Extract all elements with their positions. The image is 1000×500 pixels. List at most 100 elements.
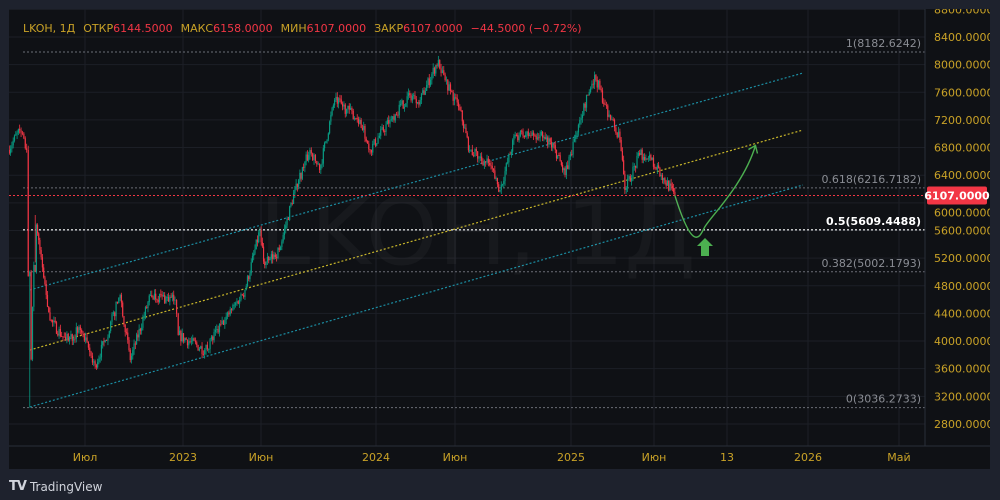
time-axis[interactable]: Июл 2023 Июн 2024 Июн 2025 Июн 13 2026 Май (9, 445, 990, 469)
candle-body (469, 149, 471, 151)
candle (372, 140, 374, 156)
candle-body (86, 337, 88, 342)
candle-body (427, 78, 429, 86)
candle-body (282, 234, 284, 242)
candle-body (264, 261, 266, 266)
candle (364, 123, 366, 143)
price-axis-background[interactable] (925, 9, 990, 469)
candle (15, 131, 17, 136)
channel-upper-line[interactable] (29, 72, 804, 291)
candle (161, 290, 163, 300)
candle (550, 137, 553, 151)
candle-body (594, 75, 596, 85)
candle (289, 205, 291, 222)
candle-body (239, 299, 241, 304)
change-value: −44.5000 (−0.72%) (470, 22, 582, 35)
candle (629, 174, 631, 182)
candle-body (571, 154, 573, 155)
candle-body (58, 328, 60, 336)
candle-body (325, 141, 327, 143)
candle (124, 323, 126, 337)
candle-body (162, 295, 165, 297)
candle-body (603, 102, 605, 104)
time-axis-background[interactable] (9, 446, 990, 469)
candle-body (441, 70, 444, 73)
candle-body (373, 139, 375, 144)
candle (198, 346, 200, 352)
candle (278, 244, 280, 253)
candle (583, 102, 585, 117)
candle (617, 126, 620, 138)
candle (230, 308, 233, 314)
candle (514, 131, 516, 139)
candle-body (424, 90, 426, 95)
candle (246, 274, 249, 288)
chart-panel[interactable]: LKOH, 1Д LKOH, 1Д ОТКР6144.5000 МАКС6158.0… (9, 9, 990, 469)
time-tick-label: Июн (642, 451, 667, 464)
candle-body (144, 307, 147, 316)
candle-body (455, 97, 457, 99)
candle-body (240, 294, 242, 300)
candle (559, 152, 561, 162)
candle-body (573, 139, 576, 142)
candle-body (398, 104, 400, 116)
candle-body (407, 93, 410, 97)
candle-body (20, 130, 22, 133)
candle-body (261, 242, 263, 247)
candle (114, 311, 116, 321)
candle (416, 101, 419, 105)
candle (298, 178, 300, 190)
tradingview-logo[interactable]: TV TradingView (9, 479, 102, 494)
candle (406, 91, 408, 108)
candle (344, 103, 346, 118)
price-chart[interactable]: 1(8182.6242) 0.618(6216.7182) 0.5(5609.448… (9, 9, 990, 469)
candle (527, 128, 529, 139)
price-axis[interactable]: 8800.0000 8400.0000 8000.0000 7600.0000 7200… (924, 9, 990, 469)
candle-body (646, 158, 648, 160)
candle (423, 87, 425, 96)
candle-body (17, 129, 19, 133)
candle-body (568, 156, 570, 169)
time-tick-label: Июн (249, 451, 274, 464)
candle-body (177, 313, 179, 336)
candle (469, 145, 471, 154)
candle (573, 134, 576, 143)
candle-body (272, 254, 274, 259)
candle-body (334, 100, 336, 106)
price-tick-label: 5600.0000 (934, 224, 990, 237)
candle (35, 223, 37, 274)
candle-body (535, 135, 537, 140)
candle-body (621, 150, 623, 161)
candle (19, 124, 21, 134)
candle (490, 160, 492, 170)
symbol-label[interactable]: LKOH, 1Д (23, 22, 76, 35)
candle-body (504, 171, 506, 182)
candle (204, 348, 206, 359)
candle (341, 101, 344, 111)
candle-body (428, 78, 430, 86)
candle-body (409, 93, 411, 95)
candle-body (291, 203, 293, 204)
candle-body (24, 138, 26, 149)
candle-body (201, 346, 203, 355)
channel-middle-line[interactable] (29, 129, 804, 351)
candle (515, 133, 518, 137)
candle (122, 300, 124, 318)
candle-body (166, 297, 168, 298)
candle (607, 103, 609, 121)
candle (579, 116, 581, 128)
candle (17, 128, 19, 136)
candle (20, 127, 22, 138)
candle-body (426, 85, 428, 91)
candle (424, 87, 426, 96)
candle (164, 292, 166, 305)
candle-body (344, 104, 346, 114)
up-arrow-icon[interactable] (697, 238, 713, 256)
projection-curve[interactable] (674, 145, 757, 238)
candle-body (352, 110, 354, 120)
candle (59, 324, 61, 338)
candle-body (241, 294, 243, 296)
candle (24, 136, 26, 150)
candle (510, 149, 512, 158)
candle (74, 334, 76, 343)
